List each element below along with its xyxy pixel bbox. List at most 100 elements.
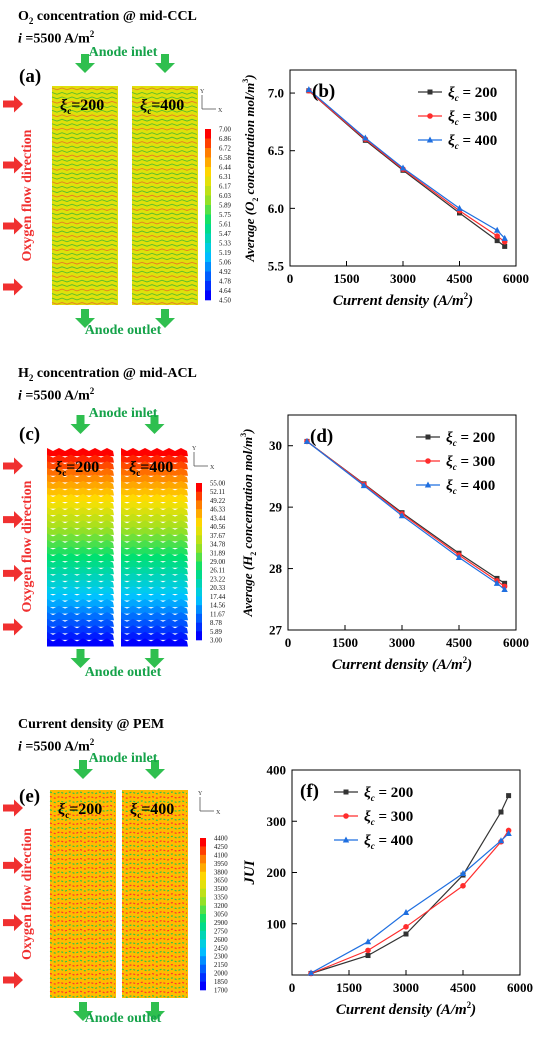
colorbar-tick: 3200 [214, 903, 228, 910]
colorbar-tick: 49.22 [210, 498, 226, 505]
field-lane-1: ξc=200 [49, 790, 116, 999]
field-stripe [121, 968, 188, 972]
y-tick-label: 100 [267, 916, 287, 931]
flow-arrow [3, 457, 23, 475]
colorbar-tick: 6.58 [219, 155, 231, 162]
field-band [121, 625, 188, 634]
field-stripe [51, 159, 118, 162]
field-band [47, 454, 114, 463]
field-band [47, 612, 114, 621]
y-tick-label: 300 [267, 814, 287, 829]
legend-label: ξc = 300 [448, 109, 497, 127]
field-band [121, 566, 188, 575]
field-band [47, 553, 114, 562]
field-stripe [49, 800, 116, 804]
header-c-line1: Current density @ PEM [18, 717, 165, 732]
x-tick-label: 0 [287, 271, 294, 286]
colorbar-segment [196, 535, 202, 545]
field-stripe [51, 145, 118, 149]
field-stripe [49, 915, 116, 919]
x-tick-label: 1500 [332, 635, 358, 650]
field-letter: (c) [19, 424, 40, 445]
x-tick-label: 3000 [393, 980, 419, 995]
field-stripe [131, 203, 198, 207]
field-stripe [121, 813, 188, 817]
colorbar-segment [205, 262, 211, 272]
field-stripe [121, 853, 188, 857]
colorbar: 7.00 6.86 6.72 6.58 6.44 6.31 6.17 6.03 5.89 5.75… [205, 127, 231, 305]
lane-label-1: ξc=200 [55, 459, 99, 478]
field-stripe [49, 902, 116, 906]
field-band [47, 572, 114, 581]
field-stripe [51, 100, 118, 104]
field-band [47, 631, 114, 640]
field-band [47, 461, 114, 470]
lane-label-2: ξc=400 [140, 97, 184, 116]
flow-arrow [3, 914, 23, 932]
outlet-label: Anode outlet [85, 665, 162, 680]
field-stripe [121, 822, 188, 826]
colorbar-tick: 5.19 [219, 250, 231, 257]
field-stripe [131, 87, 198, 91]
field-band [121, 461, 188, 470]
outlet-arrow [73, 1002, 93, 1021]
colorbar-tick: 7.00 [219, 127, 231, 134]
field-band [121, 559, 188, 568]
colorbar-tick: 4.92 [219, 269, 231, 276]
colorbar-tick: 3.00 [210, 638, 222, 645]
outlet-arrow [70, 649, 91, 668]
legend-marker [343, 789, 349, 795]
field-stripe [121, 950, 188, 954]
field-stripe [49, 888, 116, 892]
x-axis-label: Current density (A/m2) [332, 655, 472, 673]
colorbar-segment [196, 587, 202, 597]
flow-direction-label: Oxygen flow direction [20, 828, 35, 960]
colorbar-tick: 6.86 [219, 136, 231, 143]
field-stripe [121, 809, 188, 813]
x-tick-label: 3000 [389, 635, 415, 650]
colorbar-tick: 1850 [214, 979, 228, 986]
field-stripe [131, 302, 198, 305]
colorbar-tick: 3950 [214, 861, 228, 868]
field-panel-3: (e) Anode inlet Anode outlet Oxygen flow di… [3, 751, 228, 1026]
colorbar-tick: 2600 [214, 937, 228, 944]
field-band [47, 605, 114, 614]
field-stripe [49, 924, 116, 928]
field-stripe [51, 297, 118, 301]
field-stripe [131, 243, 198, 247]
x-tick-label: 6000 [503, 271, 529, 286]
field-band [121, 572, 188, 581]
plot-frame [287, 414, 517, 631]
field-stripe [49, 893, 116, 897]
colorbar-tick: 5.47 [219, 231, 231, 238]
legend-marker [424, 481, 432, 488]
field-stripe [131, 141, 198, 144]
field-stripe [51, 235, 118, 238]
field-stripe [49, 795, 116, 799]
legend-marker [427, 113, 433, 119]
field-stripe [131, 212, 198, 216]
colorbar-tick: 6.03 [219, 193, 231, 200]
field-stripe [51, 239, 118, 243]
field-stripe [121, 875, 188, 879]
colorbar-segment [200, 838, 206, 847]
field-stripe [49, 928, 116, 932]
field-stripe [49, 906, 116, 910]
flow-arrow [3, 618, 23, 636]
field-stripe [121, 994, 188, 999]
outlet-arrow [75, 309, 95, 328]
field-stripe [49, 791, 116, 795]
field-stripe [49, 950, 116, 954]
field-band [121, 474, 188, 483]
colorbar-segment [205, 281, 211, 291]
x-tick-label: 6000 [503, 635, 529, 650]
field-stripe [121, 915, 188, 919]
colorbar-segment [200, 939, 206, 949]
field-band [47, 474, 114, 483]
field-stripe [121, 963, 188, 968]
field-band [121, 526, 188, 535]
field-stripe [131, 297, 198, 301]
series-line [310, 830, 510, 975]
y-tick-label: 30 [269, 438, 282, 453]
field-stripe [51, 208, 118, 211]
